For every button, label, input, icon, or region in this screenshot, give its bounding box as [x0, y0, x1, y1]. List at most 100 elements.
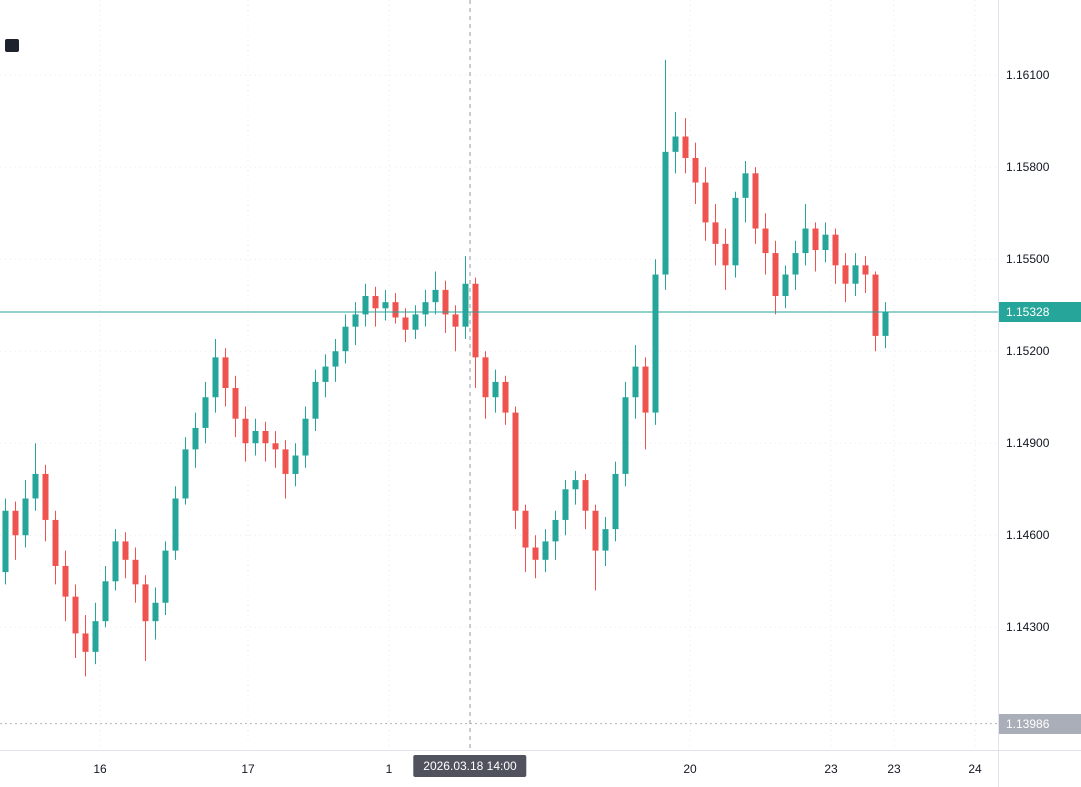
candle: [612, 461, 619, 542]
axis-corner: [998, 750, 1081, 787]
candle: [452, 305, 459, 352]
candle: [242, 406, 249, 462]
candle: [742, 161, 749, 223]
candle: [812, 222, 819, 272]
candle: [822, 222, 829, 263]
price-tick-label: 1.15800: [1006, 160, 1050, 175]
candle: [42, 464, 49, 542]
gridlines: [0, 0, 998, 750]
low-price-badge: 1.13986: [999, 713, 1081, 734]
candle: [302, 406, 309, 468]
price-tick-label: 1.16100: [1006, 68, 1050, 83]
candle: [852, 253, 859, 297]
candle: [872, 271, 879, 352]
time-tick-label: 23: [887, 762, 901, 776]
candle: [592, 504, 599, 591]
candle: [492, 369, 499, 413]
time-tick-label: 23: [824, 762, 838, 776]
time-tick-label: 1: [385, 762, 393, 776]
candle: [122, 532, 129, 579]
candle: [662, 59, 669, 290]
candle: [762, 213, 769, 275]
time-tick-label: 17: [241, 762, 255, 776]
candle: [232, 375, 239, 438]
candle: [352, 302, 359, 346]
price-axis[interactable]: 1.15328 1.13986 1.16100 1.15800 1.15500 1.1…: [998, 0, 1081, 750]
price-tick-label: 1.15200: [1006, 344, 1050, 359]
candle: [652, 259, 659, 425]
candle: [512, 406, 519, 530]
candle: [482, 351, 489, 419]
candle: [802, 203, 809, 266]
candle: [522, 504, 529, 573]
candle: [632, 345, 639, 419]
candle: [442, 280, 449, 333]
candle: [752, 167, 759, 244]
candle: [832, 228, 839, 284]
candle: [422, 289, 429, 327]
candle: [672, 111, 679, 174]
candle: [222, 348, 229, 407]
candle: [432, 271, 439, 315]
candle: [882, 302, 889, 349]
price-tick-label: 1.14900: [1006, 436, 1050, 451]
candle: [622, 381, 629, 487]
candle: [72, 584, 79, 658]
candle: [292, 443, 299, 487]
candle: [412, 305, 419, 339]
candle: [272, 430, 279, 468]
candle: [372, 286, 379, 327]
candle: [792, 240, 799, 290]
candle: [102, 565, 109, 628]
candle: [732, 191, 739, 278]
candle: [782, 265, 789, 309]
candle: [252, 418, 259, 456]
candle: [82, 615, 89, 677]
candle: [682, 118, 689, 174]
candle: [602, 516, 609, 566]
chart-plot-area[interactable]: [0, 0, 998, 750]
time-tick-label: 20: [683, 762, 697, 776]
time-tick-label: 16: [93, 762, 107, 776]
candlestick-chart: [0, 0, 998, 750]
candle: [722, 228, 729, 290]
candle: [502, 375, 509, 425]
candle: [402, 308, 409, 343]
price-tick-label: 1.15500: [1006, 252, 1050, 267]
candle: [542, 529, 549, 573]
candle: [342, 314, 349, 364]
crosshair-time-badge: 2026.03.18 14:00: [413, 755, 527, 777]
candle: [772, 240, 779, 315]
candle: [282, 440, 289, 499]
candle: [12, 501, 19, 560]
candle: [62, 550, 69, 622]
candle: [562, 480, 569, 536]
candle: [192, 412, 199, 468]
corner-ui-fragment: [5, 39, 19, 52]
candle: [332, 338, 339, 382]
candle: [532, 535, 539, 579]
time-tick-label: 24: [968, 762, 982, 776]
candles-layer: [2, 59, 889, 677]
time-axis[interactable]: 2026.03.18 14:00 16 17 1 20 23 23 24: [0, 750, 1081, 787]
candle: [172, 486, 179, 560]
candle: [132, 547, 139, 603]
candle: [262, 421, 269, 462]
candle: [162, 541, 169, 616]
low-price-value: 1.13986: [1006, 716, 1050, 731]
candle: [32, 443, 39, 511]
candle: [642, 357, 649, 450]
candle: [582, 473, 589, 530]
price-tick-label: 1.14300: [1006, 620, 1050, 635]
candle: [142, 575, 149, 662]
candle: [462, 256, 469, 339]
price-tick-label: 1.14600: [1006, 528, 1050, 543]
candle: [692, 142, 699, 204]
candle: [842, 253, 849, 303]
candle: [152, 587, 159, 640]
candle: [552, 510, 559, 560]
candle: [2, 498, 9, 585]
candle: [712, 203, 719, 266]
candle: [382, 289, 389, 321]
